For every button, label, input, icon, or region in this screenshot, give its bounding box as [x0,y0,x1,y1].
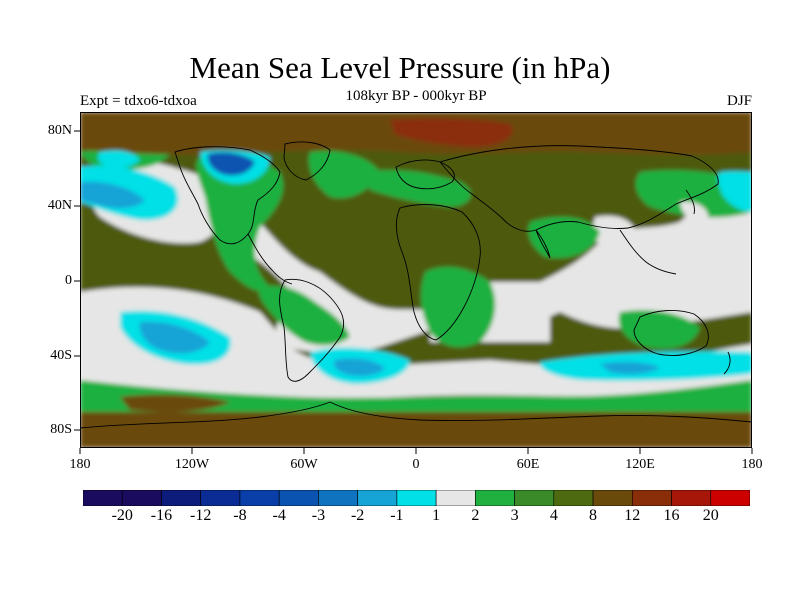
colorbar-bin [435,490,476,506]
colorbar-label: -3 [311,507,326,524]
coastline-antarctica [80,401,752,429]
coastline-central-america [247,233,293,285]
colorbar-label: -12 [190,507,212,524]
experiment-label: Expt = tdxo6-tdxoa [80,93,197,109]
colorbar-bin [592,490,633,506]
green-north-atlantic [308,150,380,199]
ytick-label-40n: 40N [47,198,72,213]
coastline-southeast-asia [619,229,677,275]
colorbar-bin [200,490,241,506]
green-south-america [258,285,350,346]
subtitle: 108kyr BP - 000kyr BP [345,88,487,104]
colorbar-label: 16 [663,507,680,524]
season-label: DJF [726,93,752,109]
blue-east-pacific [139,321,210,354]
colorbar-label: -16 [150,507,173,524]
xtick-label-60w: 60W [290,457,318,472]
green-asia-west [360,170,471,207]
colorbar-bin [357,490,398,506]
colorbar-bin [475,490,515,506]
brown-south-pacific [120,394,230,412]
colorbar-label: 3 [510,507,519,524]
blue-south-atlantic [334,358,385,376]
colorbar-bin [121,490,162,506]
coastlines [80,141,752,429]
colorbar-label: -20 [111,507,133,524]
coastline-india [535,229,551,259]
colorbar-bin [239,490,280,506]
blue-southern-indian [600,361,660,375]
xtick-label-120w: 120W [174,457,210,472]
colorbar-label: -2 [350,507,365,524]
colorbar-label: 4 [549,507,558,524]
coastline-south-america [279,278,344,382]
coastline-greenland [283,141,331,181]
ytick-label-0: 0 [65,273,72,288]
coastline-asia [439,145,719,232]
colorbar-bin [278,490,319,506]
xtick-label-120e: 120E [625,457,655,472]
colorbar-bin [631,490,672,506]
coastline-australia [633,310,709,357]
green-indian [528,216,600,259]
colorbar-bin [83,490,123,506]
colorbar-bin [710,490,750,506]
blue-north-pacific [80,181,145,209]
colorbar-bin [396,490,437,506]
ytick-label-40s: 40S [50,348,72,363]
coastline-japan [685,189,695,215]
colorbar-label: 1 [432,507,441,524]
colorbar-label: -1 [390,507,404,524]
xtick-label-0: 0 [412,457,420,472]
colorbar-bin [671,490,712,506]
colorbar-label: 8 [589,507,598,524]
cyan-west-pacific [717,171,752,212]
page-title: Mean Sea Level Pressure (in hPa) [189,50,611,85]
xtick-label-60e: 60E [516,457,540,472]
xtick-label-180w: 180 [69,457,91,472]
xtick-label-180e: 180 [741,457,763,472]
ytick-label-80s: 80S [50,422,72,437]
colorbar [83,490,750,506]
coastline-north-america [174,146,281,245]
coastline-africa [395,204,481,341]
darkred-siberia [390,118,513,147]
ytick-label-80n: 80N [47,123,72,138]
green-belt-south [80,380,752,412]
map [80,112,752,448]
colorbar-bin [318,490,358,506]
brown-antarctic [80,412,752,448]
green-north-america [196,155,284,292]
cyan-north-atlantic-high [97,150,140,168]
coastline-europe [395,159,455,190]
colorbar-bin [161,490,202,506]
colorbar-label: 20 [702,507,719,524]
colorbar-label: 12 [624,507,641,524]
green-africa [420,266,496,348]
colorbar-label: 2 [471,507,480,524]
blue-greenland [207,152,255,176]
map-border [80,112,752,448]
coastline-new-zealand [723,351,731,375]
neutral-australia-north [590,215,636,248]
colorbar-label: -4 [272,507,286,524]
colorbar-label: -8 [233,507,247,524]
colorbar-bin [514,490,555,506]
colorbar-bin [553,490,594,506]
